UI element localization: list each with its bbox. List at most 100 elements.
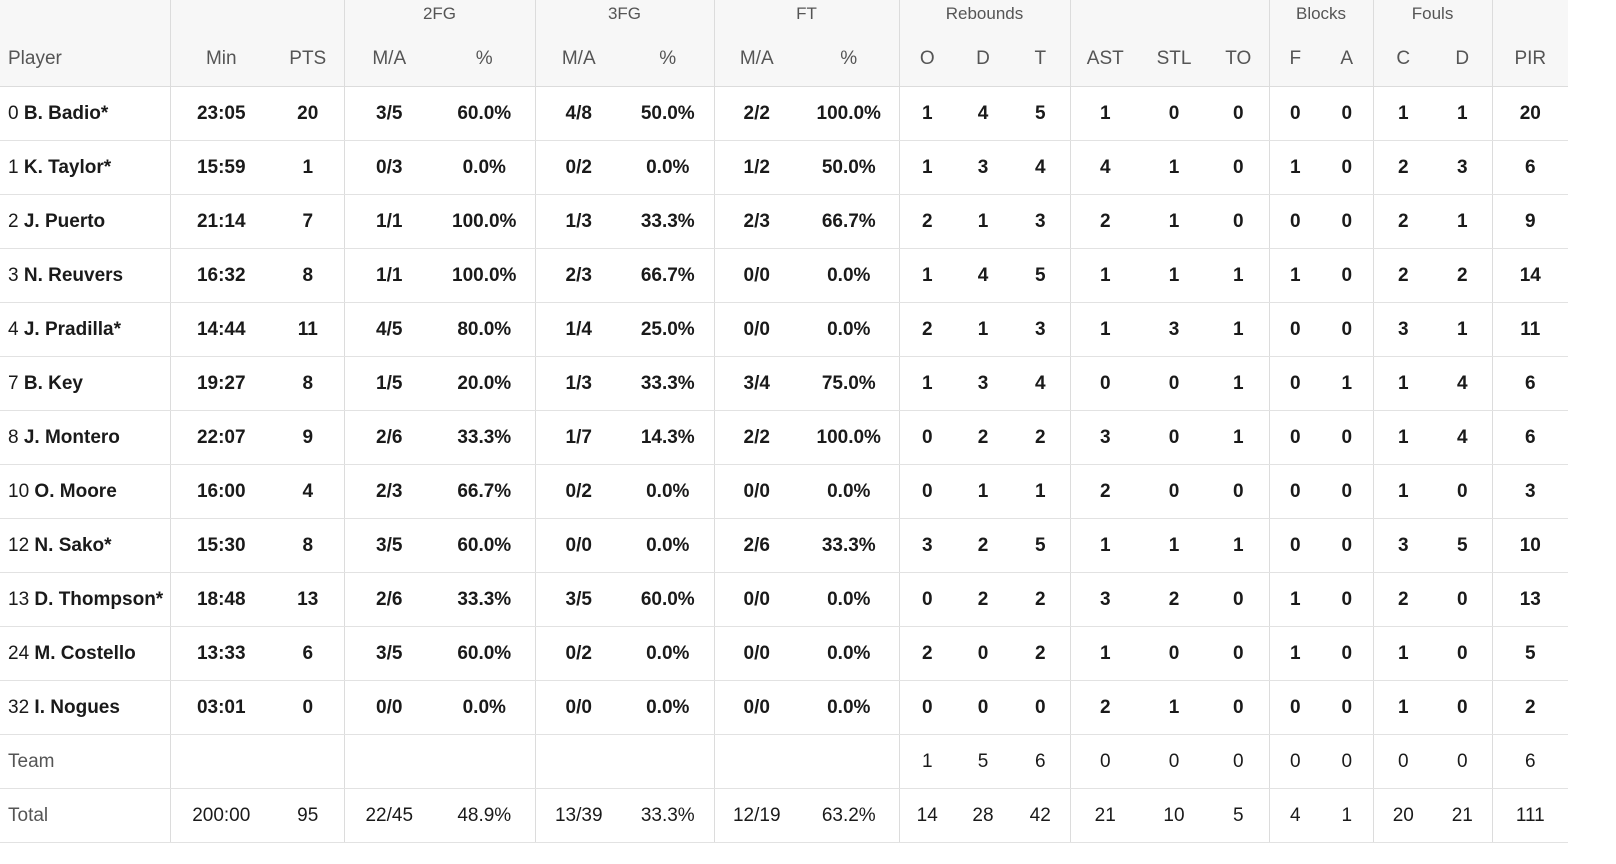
table-body: 0 B. Badio* 23:05 20 3/5 60.0% 4/8 50.0% 2/2 100…	[0, 86, 1569, 843]
player-cell: 4 J. Pradilla*	[0, 302, 171, 357]
header-group-row: 2FG 3FG FT Rebounds Blocks Fouls	[0, 0, 1569, 32]
player-name-link[interactable]: I. Nogues	[34, 696, 120, 718]
player-name-link[interactable]: K. Taylor*	[23, 156, 112, 178]
cell-ft-ma: 0/0	[714, 680, 799, 735]
empty-cell	[799, 734, 900, 789]
cell-reb-d: 2	[955, 518, 1011, 573]
group-player-empty	[0, 0, 171, 32]
cell-3fg-pct: 33.3%	[622, 788, 715, 843]
cell-pir: 6	[1492, 356, 1569, 411]
cell-reb-t: 4	[1011, 140, 1071, 195]
cell-pts: 7	[272, 194, 345, 249]
cell-ast: 1	[1070, 302, 1140, 357]
col-header-ft-ma[interactable]: M/A	[714, 32, 799, 87]
cell-2fg-pct: 0.0%	[434, 680, 536, 735]
player-name-link[interactable]: J. Montero	[23, 426, 120, 448]
cell-ft-pct: 100.0%	[799, 86, 900, 141]
player-name-link[interactable]: J. Puerto	[23, 210, 106, 232]
cell-ft-ma: 2/3	[714, 194, 799, 249]
player-name-link[interactable]: O. Moore	[34, 480, 117, 502]
col-header-player[interactable]: Player	[0, 32, 171, 87]
player-cell: 24 M. Costello	[0, 626, 171, 681]
col-header-to[interactable]: TO	[1208, 32, 1270, 87]
cell-ast: 3	[1070, 572, 1140, 627]
cell-blk-a: 0	[1321, 194, 1374, 249]
cell-pts: 20	[272, 86, 345, 141]
cell-foul-c: 1	[1373, 86, 1434, 141]
col-header-min[interactable]: Min	[170, 32, 272, 87]
cell-foul-c: 3	[1373, 302, 1434, 357]
cell-blk-a: 0	[1321, 302, 1374, 357]
player-number: 10	[8, 480, 30, 502]
cell-ft-pct: 33.3%	[799, 518, 900, 573]
cell-ft-pct: 0.0%	[799, 464, 900, 519]
group-fouls: Fouls	[1373, 0, 1493, 32]
cell-pir: 3	[1492, 464, 1569, 519]
table-row: 24 M. Costello 13:33 6 3/5 60.0% 0/2 0.0% 0/0 0.…	[0, 626, 1569, 681]
cell-ft-pct: 0.0%	[799, 680, 900, 735]
player-number: 1	[8, 156, 19, 178]
cell-3fg-ma: 1/3	[535, 194, 622, 249]
cell-3fg-pct: 0.0%	[622, 518, 715, 573]
col-header-blk-a[interactable]: A	[1321, 32, 1374, 87]
col-header-ast[interactable]: AST	[1070, 32, 1140, 87]
cell-ft-ma: 1/2	[714, 140, 799, 195]
cell-blk-f: 0	[1269, 410, 1322, 465]
cell-2fg-ma: 2/6	[344, 572, 434, 627]
col-header-reb-d[interactable]: D	[955, 32, 1011, 87]
col-header-2fg-pct[interactable]: %	[434, 32, 536, 87]
col-header-stl[interactable]: STL	[1140, 32, 1208, 87]
player-name-link[interactable]: D. Thompson*	[34, 588, 164, 610]
col-header-pts[interactable]: PTS	[272, 32, 345, 87]
player-name-link[interactable]: M. Costello	[34, 642, 136, 664]
player-name-link[interactable]: N. Reuvers	[23, 264, 124, 286]
player-number: 0	[8, 102, 19, 124]
player-name-link[interactable]: B. Badio*	[23, 102, 109, 124]
player-number: 4	[8, 318, 19, 340]
group-rebounds: Rebounds	[899, 0, 1071, 32]
cell-to: 0	[1208, 194, 1270, 249]
col-header-blk-f[interactable]: F	[1269, 32, 1322, 87]
cell-pir: 6	[1492, 734, 1569, 789]
cell-ast: 2	[1070, 464, 1140, 519]
cell-3fg-pct: 33.3%	[622, 356, 715, 411]
cell-foul-d: 0	[1433, 572, 1493, 627]
table-row: 32 I. Nogues 03:01 0 0/0 0.0% 0/0 0.0% 0/0 0.0% 0…	[0, 680, 1569, 735]
cell-stl: 3	[1140, 302, 1208, 357]
cell-2fg-ma: 3/5	[344, 86, 434, 141]
col-header-foul-c[interactable]: C	[1373, 32, 1434, 87]
table-row: 2 J. Puerto 21:14 7 1/1 100.0% 1/3 33.3% 2/3 66.…	[0, 194, 1569, 249]
cell-min: 22:07	[170, 410, 272, 465]
empty-cell	[344, 734, 434, 789]
player-name-link[interactable]: J. Pradilla*	[23, 318, 122, 340]
cell-ft-pct: 63.2%	[799, 788, 900, 843]
group-min-pts-empty	[170, 0, 345, 32]
player-name-link[interactable]: N. Sako*	[34, 534, 112, 556]
cell-2fg-ma: 2/3	[344, 464, 434, 519]
cell-pir: 13	[1492, 572, 1569, 627]
cell-stl: 1	[1140, 518, 1208, 573]
cell-2fg-ma: 1/1	[344, 248, 434, 303]
empty-cell	[535, 734, 622, 789]
cell-3fg-ma: 0/2	[535, 626, 622, 681]
cell-reb-t: 3	[1011, 194, 1071, 249]
col-header-pir[interactable]: PIR	[1492, 32, 1569, 87]
cell-ft-pct: 50.0%	[799, 140, 900, 195]
player-name-link[interactable]: B. Key	[23, 372, 83, 394]
col-header-3fg-ma[interactable]: M/A	[535, 32, 622, 87]
cell-foul-c: 1	[1373, 356, 1434, 411]
col-header-foul-d[interactable]: D	[1433, 32, 1493, 87]
cell-ft-ma: 0/0	[714, 302, 799, 357]
cell-blk-f: 0	[1269, 464, 1322, 519]
cell-blk-f: 0	[1269, 86, 1322, 141]
col-header-reb-o[interactable]: O	[899, 32, 955, 87]
col-header-reb-t[interactable]: T	[1011, 32, 1071, 87]
col-header-ft-pct[interactable]: %	[799, 32, 900, 87]
player-number: 13	[8, 588, 30, 610]
col-header-2fg-ma[interactable]: M/A	[344, 32, 434, 87]
cell-foul-d: 3	[1433, 140, 1493, 195]
cell-pir: 111	[1492, 788, 1569, 843]
cell-to: 0	[1208, 86, 1270, 141]
col-header-3fg-pct[interactable]: %	[622, 32, 715, 87]
cell-min: 19:27	[170, 356, 272, 411]
